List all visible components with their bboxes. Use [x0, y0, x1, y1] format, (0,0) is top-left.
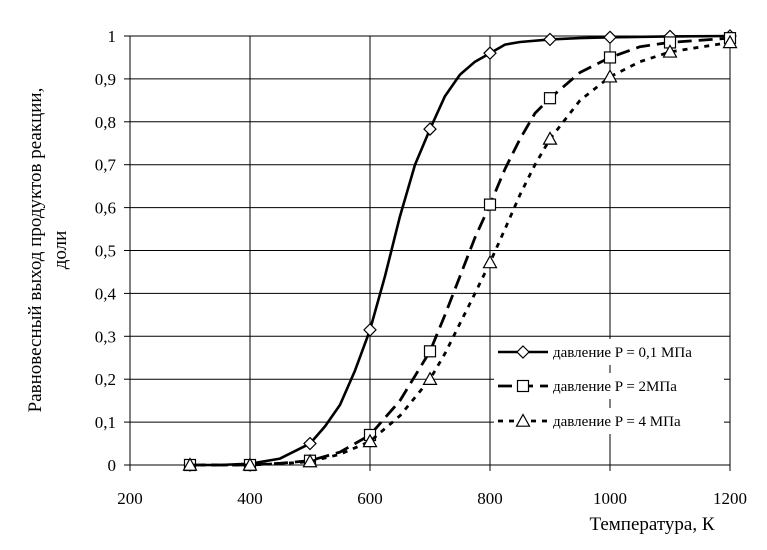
y-axis-title-line1: Равновесный выход продуктов реакции, [25, 88, 46, 413]
y-tick-label: 0,5 [95, 242, 116, 261]
triangle-marker [515, 413, 531, 427]
y-tick-label: 0,9 [95, 70, 116, 89]
y-tick-label: 0,3 [95, 327, 116, 346]
y-tick-label: 0,8 [95, 113, 116, 132]
series-line [190, 36, 731, 467]
y-axis-ticks: 0 0,1 0,2 0,3 0,4 0,5 0,6 0,7 0,8 0,9 1 [95, 27, 130, 475]
triangle-marker [662, 44, 678, 58]
x-tick-label: 1200 [713, 489, 747, 508]
diamond-marker [603, 30, 617, 45]
x-tick-label: 400 [237, 489, 263, 508]
triangle-marker [602, 69, 618, 83]
square-marker [483, 198, 497, 211]
square-marker [543, 92, 557, 105]
triangle-marker [242, 457, 258, 471]
x-tick-label: 600 [357, 489, 383, 508]
diamond-marker [303, 436, 317, 451]
triangle-marker [362, 433, 378, 448]
diamond-marker [363, 323, 377, 337]
diamond-marker [543, 32, 557, 47]
y-tick-label: 1 [108, 27, 117, 46]
y-tick-label: 0,4 [95, 284, 117, 303]
triangle-marker [302, 453, 318, 468]
triangle-marker [542, 131, 558, 145]
triangle-marker [422, 371, 438, 385]
y-tick-label: 0 [108, 456, 117, 475]
square-marker [516, 379, 530, 393]
series-2 [183, 32, 737, 472]
y-tick-label: 0,7 [95, 156, 117, 175]
diamond-marker [516, 345, 530, 359]
series-line [190, 41, 731, 467]
legend-item: давление P = 2МПа [494, 373, 724, 399]
legend-item: давление P = 4 МПа [494, 408, 724, 434]
legend: давление P = 0,1 МПа давление P = 2МПа дав… [494, 339, 724, 434]
triangle-marker [482, 254, 498, 269]
series-layer [182, 29, 738, 472]
x-tick-label: 800 [477, 489, 503, 508]
triangle-marker [182, 457, 198, 471]
x-tick-label: 1000 [593, 489, 627, 508]
legend-label: давление P = 4 МПа [553, 414, 681, 430]
legend-item: давление P = 0,1 МПа [494, 339, 724, 365]
diamond-marker [423, 122, 437, 136]
y-axis-title-line2: доли [50, 231, 71, 270]
y-tick-label: 0,6 [95, 199, 116, 218]
grid-lines [129, 35, 731, 466]
x-tick-label: 200 [117, 489, 143, 508]
y-tick-label: 0,2 [95, 370, 116, 389]
square-marker [423, 345, 437, 358]
diamond-marker [483, 46, 497, 61]
x-axis-ticks: 200 400 600 800 1000 1200 [117, 465, 747, 508]
x-axis-title: Температура, К [589, 514, 714, 535]
y-tick-label: 0,1 [95, 413, 116, 432]
legend-label: давление P = 0,1 МПа [553, 345, 692, 361]
triangle-marker [722, 34, 738, 49]
series-3 [182, 34, 738, 471]
square-marker [603, 51, 617, 64]
legend-label: давление P = 2МПа [553, 379, 677, 395]
